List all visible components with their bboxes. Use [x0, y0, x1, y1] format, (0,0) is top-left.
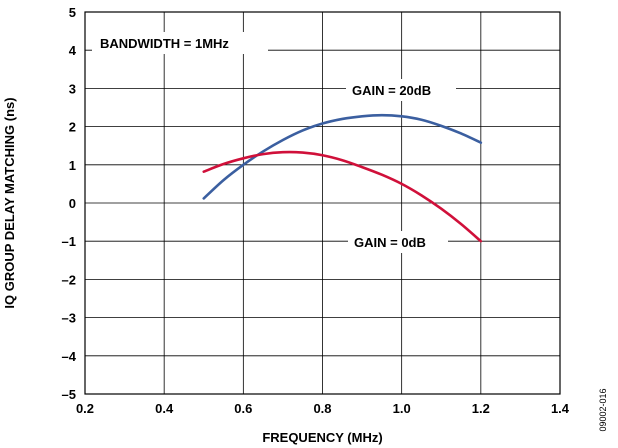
y-tick-labels: –5 –4 –3 –2 –1 0 1 2 3 4 5 — [62, 5, 77, 402]
gain20-label: GAIN = 20dB — [352, 83, 431, 98]
x-tick-label: 1.0 — [393, 401, 411, 416]
grid — [85, 12, 560, 394]
y-tick-label: –2 — [62, 272, 76, 287]
x-tick-label: 0.6 — [234, 401, 252, 416]
x-tick-label: 0.8 — [313, 401, 331, 416]
y-tick-label: 2 — [69, 120, 76, 135]
y-tick-label: –1 — [62, 234, 76, 249]
y-tick-label: 5 — [69, 5, 76, 20]
series-line-gain-0db — [202, 150, 483, 243]
y-tick-label: 0 — [69, 196, 76, 211]
figure-code: 09002-016 — [598, 388, 608, 431]
y-tick-label: 4 — [69, 43, 77, 58]
y-tick-label: 3 — [69, 81, 76, 96]
series-lines — [202, 113, 483, 243]
y-tick-label: –4 — [62, 349, 77, 364]
gain0-label-bg — [348, 231, 448, 253]
series-line-gain-20db — [202, 113, 483, 200]
x-tick-label: 0.4 — [155, 401, 174, 416]
y-tick-label: –3 — [62, 311, 76, 326]
x-axis-title: FREQUENCY (MHz) — [262, 430, 382, 445]
y-tick-label: 1 — [69, 158, 76, 173]
bandwidth-label-bg — [92, 32, 268, 54]
x-tick-label: 0.2 — [76, 401, 94, 416]
x-tick-label: 1.2 — [472, 401, 490, 416]
gain0-label: GAIN = 0dB — [354, 235, 426, 250]
gain20-label-bg — [346, 79, 456, 101]
x-tick-labels: 0.2 0.4 0.6 0.8 1.0 1.2 1.4 — [76, 401, 570, 416]
bandwidth-label: BANDWIDTH = 1MHz — [100, 36, 229, 51]
x-tick-label: 1.4 — [551, 401, 570, 416]
y-tick-label: –5 — [62, 387, 76, 402]
y-axis-title: IQ GROUP DELAY MATCHING (ns) — [2, 97, 17, 308]
plot-frame — [84, 11, 561, 395]
